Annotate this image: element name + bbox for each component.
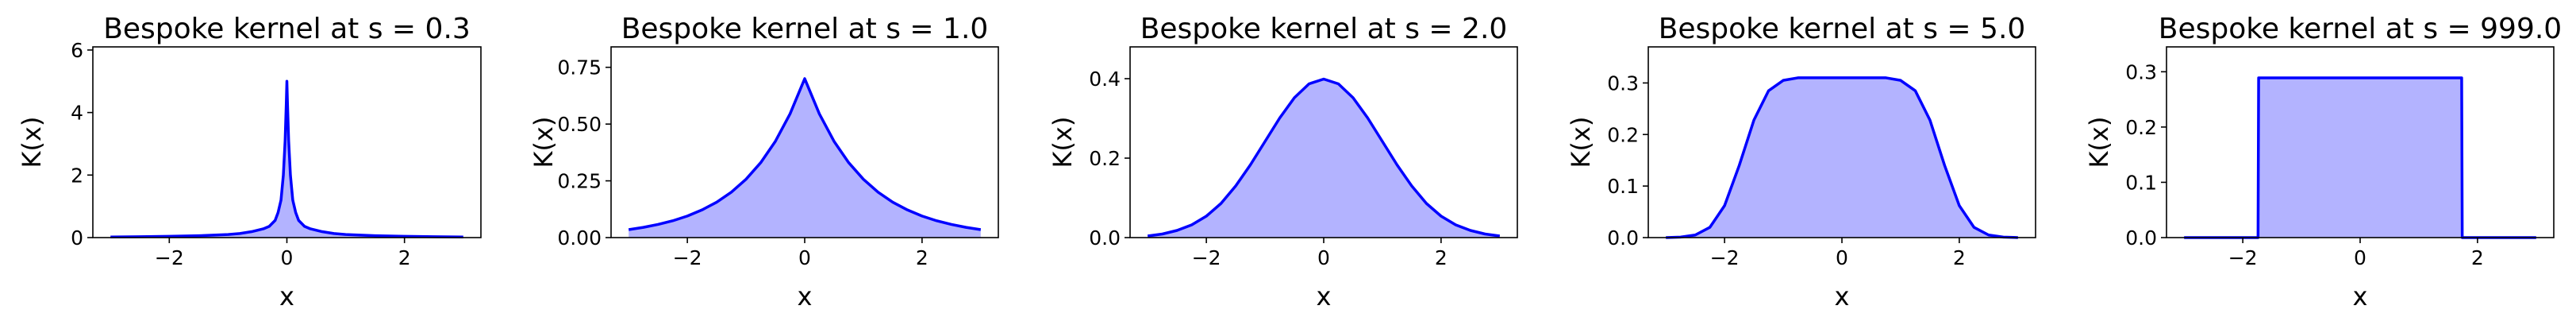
x-tick-label: 2 xyxy=(916,246,929,269)
y-tick-label: 4 xyxy=(71,102,83,125)
y-tick-label: 0.75 xyxy=(557,56,602,79)
y-tick-label: 0.1 xyxy=(2125,171,2157,194)
y-tick-label: 0.0 xyxy=(1607,226,1639,250)
y-tick-label: 0.0 xyxy=(1089,226,1121,250)
y-axis-label: K(x) xyxy=(2084,117,2114,168)
chart-panel-4: −2 0 2 0.0 0.1 0.2 0.3 Bespoke kernel at s = 5.… xyxy=(1566,13,2036,311)
y-tick-label: 0.2 xyxy=(1607,123,1639,146)
kernel-line xyxy=(1147,77,1501,238)
kernel-area xyxy=(629,79,981,238)
y-tick-label: 0.0 xyxy=(2125,226,2157,250)
y-tick-label: 6 xyxy=(71,39,83,62)
x-tick-label: −2 xyxy=(2228,246,2258,269)
x-tick-label: 2 xyxy=(2471,246,2484,269)
y-axis-label: K(x) xyxy=(17,117,47,168)
x-tick-label: −2 xyxy=(1192,246,1221,269)
x-tick-label: 0 xyxy=(1317,246,1330,269)
kernel-line xyxy=(110,79,463,238)
kernel-area xyxy=(2184,77,2536,238)
x-tick-label: −2 xyxy=(673,246,702,269)
y-tick-label: 0.3 xyxy=(1607,72,1639,95)
y-tick-label: 0.50 xyxy=(557,113,602,136)
kernel-line xyxy=(628,77,982,231)
x-tick-label: −2 xyxy=(1710,246,1740,269)
y-axis-label: K(x) xyxy=(1048,117,1078,168)
x-tick-label: 2 xyxy=(398,246,411,269)
kernel-area xyxy=(1666,77,2018,238)
x-tick-label: 0 xyxy=(798,246,811,269)
x-tick-label: −2 xyxy=(155,246,184,269)
kernel-area xyxy=(1148,79,1500,238)
chart-panel-3: −2 0 2 0.0 0.2 0.4 Bespoke kernel at s = 2.0 x K… xyxy=(1048,13,1518,311)
x-tick-label: 2 xyxy=(1953,246,1966,269)
chart-title: Bespoke kernel at s = 2.0 xyxy=(1140,13,1508,45)
y-tick-label: 0 xyxy=(71,226,83,250)
y-tick-label: 2 xyxy=(71,164,83,187)
x-axis-label: x xyxy=(1317,281,1332,311)
chart-panel-2: −2 0 2 0.00 0.25 0.50 0.75 Bespoke kernel at s … xyxy=(529,13,999,311)
x-tick-label: 0 xyxy=(2354,246,2366,269)
y-tick-label: 0.2 xyxy=(2125,116,2157,139)
chart-title: Bespoke kernel at s = 1.0 xyxy=(621,13,989,45)
y-tick-label: 0.25 xyxy=(557,170,602,193)
y-tick-label: 0.00 xyxy=(557,226,602,250)
y-axis-label: K(x) xyxy=(529,117,559,168)
y-axis-label: K(x) xyxy=(1566,117,1596,168)
x-axis-label: x xyxy=(798,281,813,311)
x-tick-label: 0 xyxy=(281,246,294,269)
y-tick-label: 0.1 xyxy=(1607,175,1639,198)
x-axis-label: x xyxy=(279,281,294,311)
y-tick-label: 0.2 xyxy=(1089,147,1121,170)
x-axis-label: x xyxy=(1835,281,1850,311)
x-tick-label: 2 xyxy=(1435,246,1448,269)
kernel-area xyxy=(110,81,463,238)
chart-title: Bespoke kernel at s = 999.0 xyxy=(2159,13,2562,45)
chart-title: Bespoke kernel at s = 5.0 xyxy=(1659,13,2026,45)
kernel-line xyxy=(1666,76,2018,239)
y-tick-label: 0.4 xyxy=(1089,68,1121,91)
y-tick-label: 0.3 xyxy=(2125,60,2157,83)
x-tick-label: 0 xyxy=(1836,246,1848,269)
chart-panel-1: −2 0 2 0 2 4 6 Bespoke kernel at s = 0.3 x K(x) xyxy=(17,13,482,311)
x-axis-label: x xyxy=(2353,281,2368,311)
chart-title: Bespoke kernel at s = 0.3 xyxy=(103,13,471,45)
